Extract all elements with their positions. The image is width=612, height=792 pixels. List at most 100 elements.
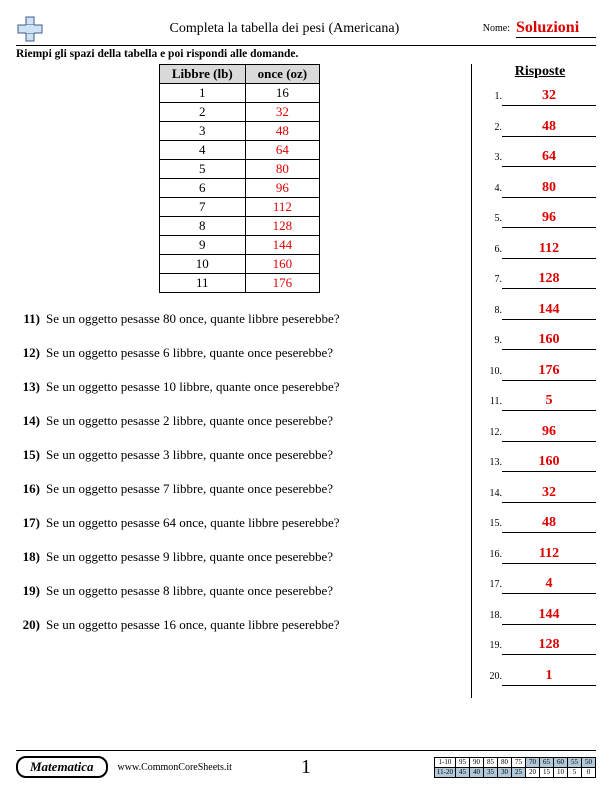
score-cell: 30: [498, 767, 512, 777]
cell-oz: 16: [245, 84, 319, 103]
answer-number: 14.: [484, 488, 502, 499]
answer-row: 13.160: [484, 454, 596, 472]
answer-value: 144: [502, 607, 596, 625]
score-cell: 80: [498, 757, 512, 767]
answer-value: 160: [502, 332, 596, 350]
cell-lb: 3: [159, 122, 245, 141]
worksheet-footer: Matematica www.CommonCoreSheets.it 1 1-1…: [16, 750, 596, 780]
worksheet-title: Completa la tabella dei pesi (Americana): [56, 21, 483, 37]
answer-value: 1: [502, 668, 596, 686]
score-grid: 1-1095908580757065605550 11-204540353025…: [434, 757, 596, 778]
question-text: Se un oggetto pesasse 7 libbre, quante o…: [46, 481, 463, 497]
question-row: 14) Se un oggetto pesasse 2 libbre, quant…: [16, 413, 463, 429]
score-cell: 90: [470, 757, 484, 767]
answer-value: 96: [502, 424, 596, 442]
question-number: 16): [16, 481, 40, 497]
question-text: Se un oggetto pesasse 80 once, quante li…: [46, 311, 463, 327]
cell-lb: 1: [159, 84, 245, 103]
table-row: 7112: [159, 198, 319, 217]
score-cell: 50: [582, 757, 596, 767]
answer-number: 4.: [484, 183, 502, 194]
answer-value: 5: [502, 393, 596, 411]
question-row: 13)Se un oggetto pesasse 10 libbre, quan…: [16, 379, 463, 395]
question-number: 17): [16, 515, 40, 531]
score-cell: 10: [554, 767, 568, 777]
answer-row: 4.80: [484, 180, 596, 198]
answer-value: 64: [502, 149, 596, 167]
score-cell: 15: [540, 767, 554, 777]
website-url: www.CommonCoreSheets.it: [118, 762, 232, 773]
answer-row: 16.112: [484, 546, 596, 564]
score-cell: 0: [582, 767, 596, 777]
score-cell: 75: [512, 757, 526, 767]
answer-value: 32: [502, 88, 596, 106]
answer-number: 16.: [484, 549, 502, 560]
score-cell: 70: [526, 757, 540, 767]
question-text: Se un oggetto pesasse 9 libbre, quante o…: [46, 549, 463, 565]
name-label: Nome:: [483, 23, 510, 34]
answer-value: 48: [502, 119, 596, 137]
question-text: Se un oggetto pesasse 10 libbre, quante …: [46, 379, 463, 395]
cell-oz: 96: [245, 179, 319, 198]
main-content: Libbre (lb) once (oz) 116232348464580696…: [16, 64, 596, 698]
answer-number: 18.: [484, 610, 502, 621]
question-text: Se un oggetto pesasse 8 libbre, quante o…: [46, 583, 463, 599]
question-number: 15): [16, 447, 40, 463]
answer-row: 10.176: [484, 363, 596, 381]
cell-oz: 112: [245, 198, 319, 217]
score-cell: 85: [484, 757, 498, 767]
question-text: Se un oggetto pesasse 3 libbre, quante o…: [46, 447, 463, 463]
answer-number: 19.: [484, 640, 502, 651]
cell-lb: 8: [159, 217, 245, 236]
table-row: 464: [159, 141, 319, 160]
answer-row: 18.144: [484, 607, 596, 625]
answer-row: 1.32: [484, 88, 596, 106]
cell-lb: 9: [159, 236, 245, 255]
left-column: Libbre (lb) once (oz) 116232348464580696…: [16, 64, 471, 698]
question-row: 15) Se un oggetto pesasse 3 libbre, quant…: [16, 447, 463, 463]
answer-row: 17.4: [484, 576, 596, 594]
question-row: 17) Se un oggetto pesasse 64 once, quante…: [16, 515, 463, 531]
cell-lb: 11: [159, 274, 245, 293]
table-row: 348: [159, 122, 319, 141]
cell-lb: 5: [159, 160, 245, 179]
answer-number: 9.: [484, 335, 502, 346]
answer-row: 6.112: [484, 241, 596, 259]
score-cell: 25: [512, 767, 526, 777]
answer-row: 8.144: [484, 302, 596, 320]
weight-table: Libbre (lb) once (oz) 116232348464580696…: [159, 64, 320, 293]
question-text: Se un oggetto pesasse 64 once, quante li…: [46, 515, 463, 531]
cell-lb: 2: [159, 103, 245, 122]
answer-number: 10.: [484, 366, 502, 377]
question-number: 11): [16, 311, 40, 327]
score-cell: 45: [456, 767, 470, 777]
answer-row: 2.48: [484, 119, 596, 137]
question-number: 14): [16, 413, 40, 429]
col-header-oz: once (oz): [245, 65, 319, 84]
answer-number: 1.: [484, 91, 502, 102]
cell-oz: 80: [245, 160, 319, 179]
answer-row: 11.5: [484, 393, 596, 411]
answer-row: 15.48: [484, 515, 596, 533]
answer-value: 112: [502, 241, 596, 259]
answer-number: 11.: [484, 396, 502, 407]
answer-number: 6.: [484, 244, 502, 255]
name-value: Soluzioni: [516, 19, 596, 38]
answer-value: 80: [502, 180, 596, 198]
answer-row: 19.128: [484, 637, 596, 655]
answer-number: 12.: [484, 427, 502, 438]
cell-oz: 128: [245, 217, 319, 236]
question-number: 20): [16, 617, 40, 633]
answer-value: 96: [502, 210, 596, 228]
question-row: 11) Se un oggetto pesasse 80 once, quante…: [16, 311, 463, 327]
cell-lb: 4: [159, 141, 245, 160]
answer-row: 9.160: [484, 332, 596, 350]
question-text: Se un oggetto pesasse 2 libbre, quante o…: [46, 413, 463, 429]
answer-value: 112: [502, 546, 596, 564]
answer-number: 17.: [484, 579, 502, 590]
answer-row: 5.96: [484, 210, 596, 228]
score-cell: 5: [568, 767, 582, 777]
answers-column: Risposte 1.322.483.644.805.966.1127.1288…: [471, 64, 596, 698]
score-cell: 55: [568, 757, 582, 767]
cell-lb: 7: [159, 198, 245, 217]
